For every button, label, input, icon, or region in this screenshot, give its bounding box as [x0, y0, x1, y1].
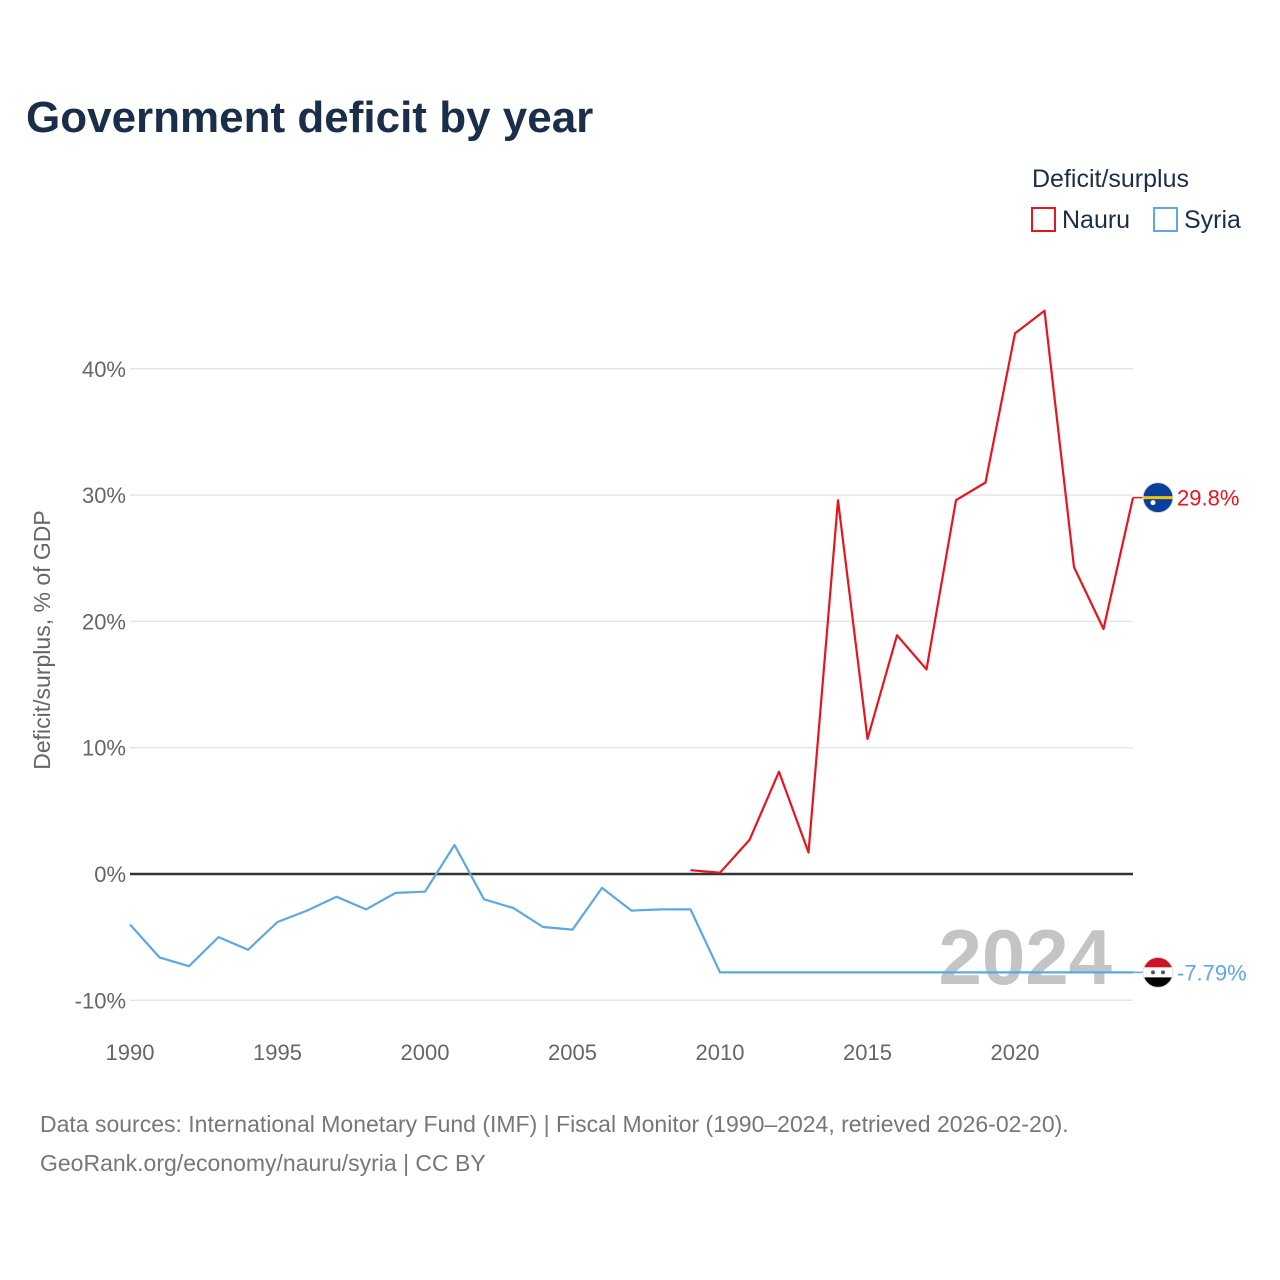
legend-title: Deficit/surplus	[1032, 165, 1189, 193]
chart-title: Government deficit by year	[26, 93, 593, 142]
legend-swatch-syria	[1153, 207, 1178, 232]
y-tick-label: 30%	[82, 483, 126, 508]
x-tick-label: 1990	[106, 1040, 155, 1065]
series-line-syria	[129, 843, 1133, 974]
syria-flag-icon	[1142, 956, 1174, 988]
y-tick-labels: -10% 0% 10% 20% 30% 40%	[75, 357, 126, 1014]
y-tick-label: 20%	[82, 609, 126, 634]
source-line-1: Data sources: International Monetary Fun…	[40, 1111, 1069, 1137]
gridlines	[130, 368, 1133, 1002]
x-tick-label: 2015	[843, 1040, 892, 1065]
legend-item-nauru[interactable]: Nauru	[1031, 206, 1130, 234]
x-tick-label: 2005	[548, 1040, 597, 1065]
nauru-flag-icon	[1142, 482, 1174, 514]
y-axis-label: Deficit/surplus, % of GDP	[29, 510, 55, 769]
y-tick-label: 40%	[82, 357, 126, 382]
x-tick-label: 1995	[253, 1040, 302, 1065]
y-tick-label: 0%	[94, 862, 126, 887]
x-tick-labels: 1990 1995 2000 2005 2010 2015 2020	[106, 1040, 1040, 1065]
legend-label-nauru: Nauru	[1062, 206, 1130, 234]
legend-item-syria[interactable]: Syria	[1153, 206, 1241, 234]
series-lines	[129, 309, 1135, 974]
end-labels: 29.8% -7.79%	[1133, 482, 1247, 988]
series-line-nauru	[690, 309, 1135, 874]
legend-label-syria: Syria	[1184, 206, 1241, 234]
x-tick-label: 2000	[401, 1040, 450, 1065]
x-tick-label: 2010	[696, 1040, 745, 1065]
source-line-2[interactable]: GeoRank.org/economy/nauru/syria | CC BY	[40, 1150, 486, 1176]
y-tick-label: -10%	[75, 988, 126, 1013]
y-tick-label: 10%	[82, 736, 126, 761]
year-watermark: 2024	[938, 913, 1112, 1001]
end-label-nauru: 29.8%	[1177, 486, 1239, 511]
x-tick-label: 2020	[991, 1040, 1040, 1065]
legend-swatch-nauru	[1031, 207, 1056, 232]
end-label-syria: -7.79%	[1177, 960, 1247, 985]
